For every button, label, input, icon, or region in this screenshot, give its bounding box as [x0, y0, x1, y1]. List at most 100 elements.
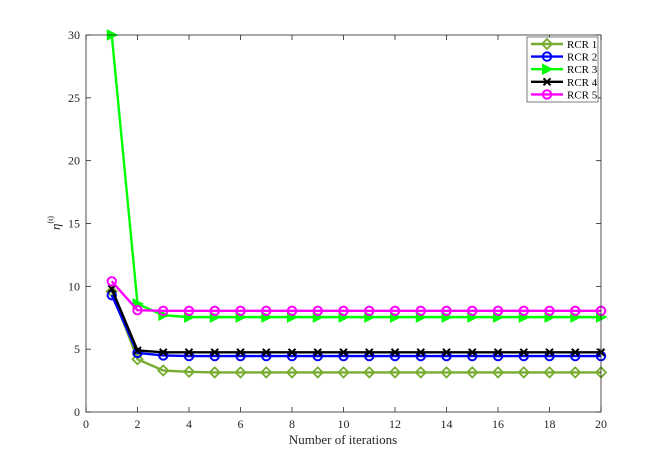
series-4-point-stroke-b: [442, 348, 451, 357]
series-4-point: [210, 348, 219, 357]
series-1-point: [491, 366, 505, 379]
legend-entry-4: RCR 4: [531, 77, 598, 89]
series-1-point: [234, 366, 247, 379]
series-1-point: [311, 366, 325, 379]
plot-area: [86, 35, 601, 412]
series-1-point: [465, 366, 479, 379]
series-4-point-stroke-b: [262, 348, 271, 357]
series-4-point-stroke-b: [133, 346, 142, 355]
y-axis-ticks: 0 5 10 15 20 25 30: [68, 28, 601, 419]
series-1-point: [337, 366, 350, 379]
series-1: [105, 285, 608, 379]
legend-label: RCR 5: [567, 89, 598, 101]
series-5-point: [132, 305, 143, 316]
series-5-point: [106, 276, 117, 287]
series-1-point: [259, 366, 273, 379]
legend-marker-stroke-b: [542, 77, 552, 87]
series-1-point: [182, 365, 196, 379]
legend-marker: [541, 51, 553, 62]
series-1-point: [156, 364, 170, 377]
series-4-point: [236, 348, 245, 357]
series-5-point: [183, 305, 195, 317]
series-5-point: [364, 305, 375, 317]
series-4-point: [184, 348, 194, 357]
x-tick-label: 10: [338, 417, 350, 431]
series-5-point: [544, 305, 555, 317]
series-5-point: [158, 305, 169, 317]
series-5-point: [261, 305, 272, 317]
series-3: [106, 29, 608, 323]
series-4-point: [390, 348, 400, 357]
x-tick-label: 14: [441, 417, 453, 431]
series-5-point: [312, 305, 323, 317]
x-tick-label: 0: [83, 417, 89, 431]
x-tick-label: 18: [544, 417, 556, 431]
x-tick-label: 2: [135, 417, 141, 431]
series-4-point: [545, 348, 554, 357]
x-tick-label: 6: [238, 417, 244, 431]
legend-marker: [540, 37, 554, 51]
series-4-point: [468, 348, 477, 357]
x-axis-ticks: 0 2 4 6 8 10 12 14 16 18 20: [83, 35, 607, 431]
y-axis-label-group: η(t): [46, 216, 63, 230]
series-4-point: [571, 348, 580, 357]
y-tick-label: 30: [68, 28, 80, 42]
series-4-point-stroke-b: [545, 348, 554, 357]
series-4-point-stroke-b: [107, 284, 116, 294]
series-4-point-stroke-b: [416, 348, 425, 357]
x-axis-label: Number of iterations: [289, 432, 397, 447]
x-tick-label: 8: [289, 417, 295, 431]
series-4-point-stroke-b: [184, 348, 194, 357]
series-4-point: [313, 348, 322, 357]
series-4-point-stroke-b: [519, 348, 528, 357]
series-5-point: [441, 305, 452, 317]
series-4-point-stroke-b: [287, 348, 297, 357]
series-layer: [105, 29, 608, 379]
series-4-point-stroke-b: [236, 348, 245, 357]
series-4-point: [287, 348, 297, 357]
legend-marker: [542, 77, 552, 87]
series-5-point: [570, 305, 581, 317]
series-4-point: [365, 348, 374, 357]
series-5: [106, 276, 607, 317]
series-5-point: [518, 305, 529, 317]
y-axis-label-main: η: [48, 224, 63, 230]
legend-marker: [542, 63, 554, 76]
series-5-point: [467, 305, 478, 317]
legend-entry-2: RCR 2: [531, 51, 597, 64]
series-5-point: [235, 305, 246, 317]
series-4-point-stroke-b: [468, 348, 477, 357]
legend-entry-3: RCR 3: [531, 63, 598, 76]
y-tick-label: 15: [68, 217, 80, 231]
x-tick-label: 16: [492, 417, 504, 431]
y-axis-label: η(t): [46, 216, 63, 230]
series-4-point: [107, 284, 116, 294]
y-tick-label: 20: [68, 154, 80, 168]
series-4-point: [493, 348, 503, 357]
series-4-point: [133, 346, 142, 355]
series-4-point-stroke-b: [365, 348, 374, 357]
legend-label: RCR 3: [567, 64, 598, 76]
series-5-point: [389, 305, 401, 317]
series-5-point: [286, 305, 298, 317]
series-4-point-stroke-b: [390, 348, 400, 357]
series-1-point: [517, 366, 531, 379]
series-4-point-stroke-b: [313, 348, 322, 357]
x-tick-label: 4: [186, 417, 192, 431]
series-5-point: [415, 305, 426, 317]
y-tick-label: 5: [74, 342, 80, 356]
series-1-point: [543, 366, 556, 379]
series-1-point: [285, 366, 299, 379]
x-tick-label: 12: [389, 417, 401, 431]
x-tick-label: 20: [595, 417, 607, 431]
legend-label: RCR 1: [567, 39, 597, 51]
series-5-point: [492, 305, 504, 317]
y-tick-label: 10: [68, 279, 80, 293]
series-1-point: [388, 366, 402, 379]
series-4-point-stroke-b: [159, 348, 168, 357]
series-1-point: [131, 352, 144, 366]
series-4-point: [442, 348, 451, 357]
series-4: [107, 284, 606, 357]
